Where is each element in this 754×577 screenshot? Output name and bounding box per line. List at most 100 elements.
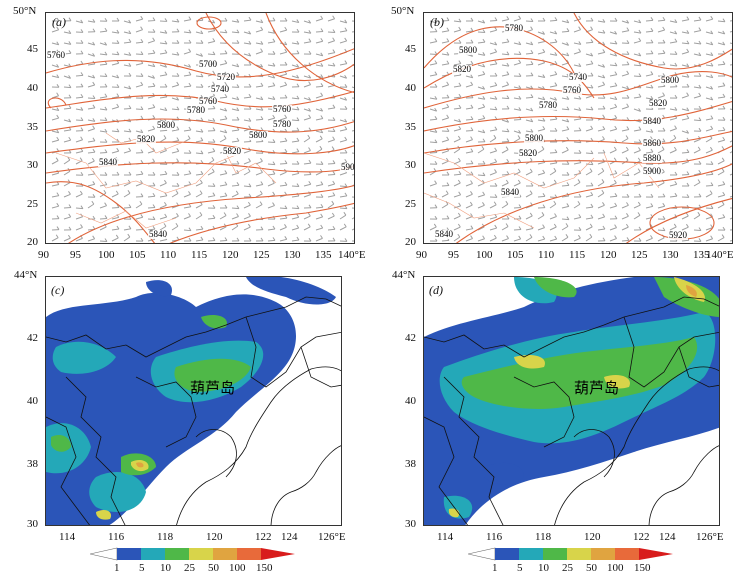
wind-barb-feather (554, 149, 558, 153)
contour-label: 5820 (648, 98, 668, 108)
wind-barb-feather (518, 73, 522, 77)
contour-label: 5780 (272, 119, 292, 129)
lat-tick: 20 (405, 236, 416, 248)
wind-barb-feather (188, 159, 192, 164)
wind-barb-feather (542, 74, 546, 78)
wind-barb-feather (188, 39, 192, 44)
wind-barb (501, 97, 510, 100)
wind-barb (489, 137, 497, 143)
wind-barb-feather (80, 83, 84, 88)
wind-barb (561, 42, 569, 46)
wind-barb (231, 108, 239, 112)
wind-barb-feather (614, 125, 618, 130)
wind-barb-feather (152, 37, 156, 42)
wind-barb (315, 53, 323, 57)
wind-barb-feather (56, 215, 60, 219)
wind-barb (453, 107, 462, 110)
wind-barb-feather (248, 40, 252, 45)
wind-barb-feather (626, 172, 630, 176)
wind-barb-feather (494, 60, 498, 65)
wind-barb (159, 96, 167, 99)
wind-barb (183, 51, 191, 55)
wind-barb (255, 108, 263, 111)
wind-barb-feather (80, 19, 84, 24)
wind-barb-feather (446, 215, 450, 219)
wind-barb-feather (698, 72, 702, 77)
wind-barb-feather (470, 60, 474, 65)
wind-barb-feather (248, 125, 252, 130)
wind-barb-feather (541, 146, 545, 150)
wind-barb-feather (625, 146, 629, 151)
wind-barb (303, 31, 311, 34)
wind-barb-feather (104, 41, 108, 46)
wind-barb-feather (296, 183, 300, 187)
wind-barb-feather (578, 95, 582, 100)
wind-barb (315, 95, 323, 99)
wind-barb-feather (446, 182, 450, 186)
wind-barb (327, 139, 335, 143)
wind-barb-feather (686, 115, 690, 119)
wind-barb (87, 42, 95, 46)
wind-barb (465, 84, 473, 88)
wind-barb-feather (674, 125, 678, 129)
wind-barb-feather (331, 146, 335, 150)
wind-barb-feather (578, 214, 582, 218)
wind-barb-feather (152, 63, 156, 67)
wind-barb (51, 160, 59, 165)
wind-barb (279, 117, 287, 121)
wind-barb-feather (140, 214, 144, 218)
wind-barb-feather (458, 82, 462, 87)
contour-label: 5860 (642, 138, 662, 148)
lon-tick: 125 (631, 249, 648, 261)
contour-label: 5880 (642, 153, 662, 163)
wind-barb (525, 215, 533, 220)
wind-barb-feather (626, 40, 630, 44)
lon-tick: 100 (476, 249, 493, 261)
wind-barb (441, 117, 449, 121)
wind-barb-feather (445, 157, 449, 162)
lon-tick: 124 (659, 531, 676, 543)
wind-barb-feather (200, 128, 204, 133)
wind-barb (585, 236, 593, 242)
wind-barb-feather (92, 95, 96, 99)
wind-barb-feather (662, 114, 666, 119)
wind-barb-feather (494, 82, 498, 86)
wind-barb-feather (236, 63, 240, 67)
lat-tick: 38 (405, 458, 416, 470)
contour-label: 5780 (186, 105, 206, 115)
wind-barb-feather (638, 108, 642, 112)
wind-barb (159, 150, 167, 154)
wind-barb-feather (566, 28, 570, 32)
wind-barb-feather (164, 170, 168, 175)
panel-label: (d) (429, 283, 443, 297)
wind-barb-feather (284, 224, 287, 228)
wind-barb-feather (212, 118, 216, 122)
wind-barb-feather (103, 223, 107, 228)
wind-barb-feather (518, 85, 522, 89)
wind-barb (453, 182, 461, 187)
wind-barb (123, 20, 131, 24)
wind-barb (171, 225, 179, 231)
wind-barb-feather (92, 81, 96, 86)
wind-barb (597, 228, 605, 231)
wind-barb-feather (470, 27, 474, 32)
wind-barb-feather (554, 82, 558, 86)
wind-barb-feather (116, 93, 120, 97)
wind-barb (645, 151, 653, 154)
wind-barb-feather (152, 104, 156, 108)
wind-barb-feather (602, 225, 606, 230)
wind-barb (561, 97, 569, 100)
lon-tick: 110 (538, 249, 555, 261)
wind-barb (63, 139, 71, 143)
wind-barb (267, 163, 276, 166)
wind-barb-feather (152, 182, 156, 186)
wind-barb-feather (542, 224, 545, 228)
wind-barb-feather (188, 181, 192, 185)
wind-barb-feather (566, 126, 570, 130)
wind-barb (705, 86, 713, 90)
wind-barb (99, 53, 108, 56)
wind-barb-feather (493, 234, 497, 239)
wind-barb (609, 227, 617, 231)
wind-barb (207, 150, 215, 154)
wind-barb (513, 182, 521, 187)
